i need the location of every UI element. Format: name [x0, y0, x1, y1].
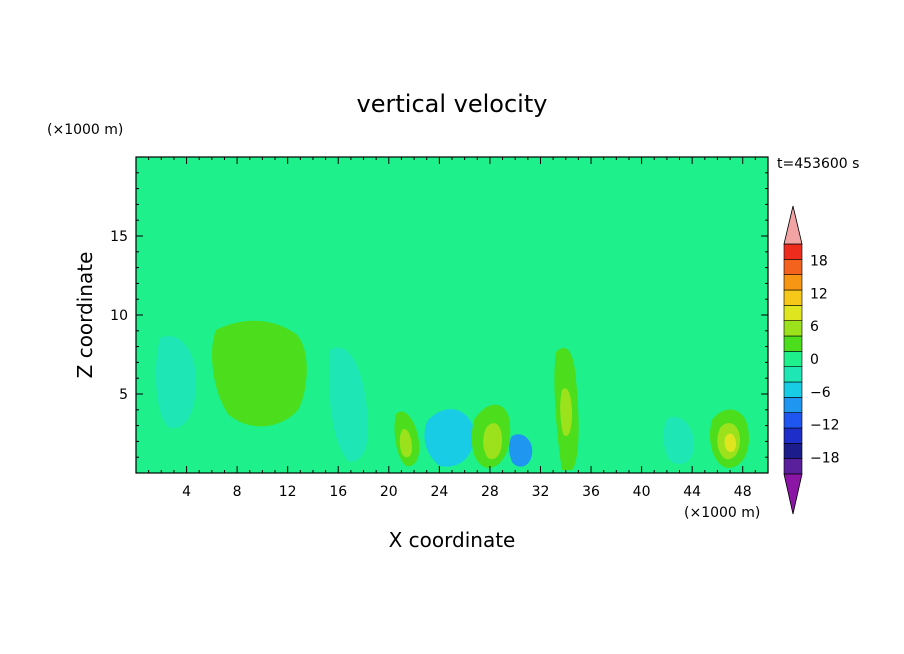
y-tick-label: 10 [110, 308, 128, 324]
updraft-core-35-peak [560, 388, 572, 436]
x-tick-label: 36 [582, 484, 600, 500]
x-unit-label: (×1000 m) [684, 505, 760, 521]
x-tick-label: 48 [734, 484, 752, 500]
colorbar-swatch [783, 427, 803, 444]
x-tick-label: 16 [329, 484, 347, 500]
updraft-core-46-max [724, 433, 736, 452]
downdraft-25 [424, 409, 475, 467]
x-tick-label: 28 [481, 484, 499, 500]
colorbar-tick-label: 6 [810, 319, 819, 335]
x-tick-label: 44 [683, 484, 701, 500]
y-tick-label: 5 [119, 387, 128, 403]
colorbar-over-triangle [783, 205, 803, 245]
updraft-core-left-peak [259, 387, 276, 425]
x-tick-label: 8 [233, 484, 242, 500]
colorbar-swatch [783, 243, 803, 260]
colorbar-swatch [783, 458, 803, 475]
colorbar-tick-label: 18 [810, 253, 828, 269]
colorbar-swatch [783, 397, 803, 413]
colorbar-swatch [783, 351, 803, 367]
updraft-core-28-peak [483, 423, 502, 460]
y-axis-label: Z coordinate [73, 252, 97, 379]
chart-title: vertical velocity [357, 90, 548, 118]
y-axis-ticks: 5 10 15 [110, 172, 768, 458]
colorbar-tick-label: −12 [810, 418, 840, 434]
colorbar-swatch [783, 320, 803, 337]
x-axis-ticks: 4 8 12 16 20 24 28 32 36 40 44 48 [148, 157, 756, 500]
colorbar-tick-label: −18 [810, 451, 840, 467]
colorbar-tick-label: 12 [810, 286, 828, 302]
x-tick-label: 12 [279, 484, 297, 500]
y-tick-label: 15 [110, 229, 128, 245]
colorbar-swatch [783, 259, 803, 275]
x-tick-label: 32 [532, 484, 550, 500]
x-tick-label: 40 [633, 484, 651, 500]
velocity-field [136, 157, 768, 473]
x-axis-label: X coordinate [389, 528, 516, 552]
y-unit-label: (×1000 m) [47, 122, 123, 138]
downdraft-4 [155, 336, 196, 429]
small-updraft-patch [476, 225, 508, 240]
colorbar-swatch [783, 366, 803, 383]
updraft-core-left [212, 320, 307, 427]
colorbar-swatch [783, 443, 803, 459]
downdraft-17 [328, 347, 368, 462]
colorbar-under-triangle [783, 473, 803, 515]
colorbar-swatch [783, 381, 803, 398]
upper-plume-strip [138, 204, 188, 216]
colorbar: 18 12 6 0 −6 −12 −18 [783, 205, 840, 515]
colorbar-swatch [783, 305, 803, 321]
x-tick-label: 24 [430, 484, 448, 500]
x-tick-label: 20 [380, 484, 398, 500]
colorbar-tick-label: 0 [810, 352, 819, 368]
time-label: t=453600 s [777, 156, 859, 172]
downdraft-42 [663, 416, 695, 465]
colorbar-swatch [783, 412, 803, 429]
colorbar-swatch [783, 289, 803, 306]
x-tick-label: 4 [182, 484, 191, 500]
colorbar-swatch [783, 335, 803, 352]
updraft-core-22-peak [399, 429, 412, 458]
colorbar-tick-label: −6 [810, 385, 831, 401]
colorbar-swatch [783, 274, 803, 291]
downdraft-30 [509, 434, 533, 467]
